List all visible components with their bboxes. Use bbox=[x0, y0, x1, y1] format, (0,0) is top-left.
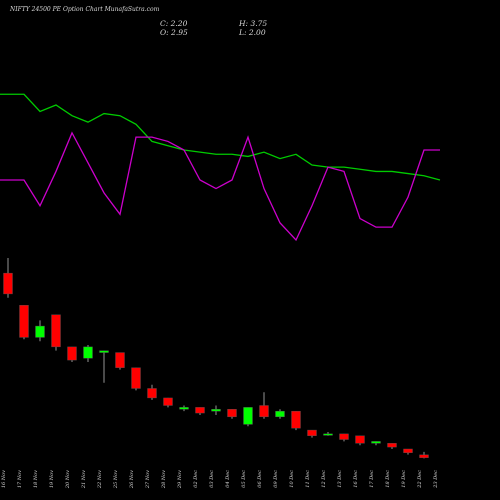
open-value: O: 2.95 bbox=[160, 28, 188, 37]
x-tick-label: 22 Nov bbox=[97, 470, 103, 489]
x-tick-label: 16 Dec bbox=[353, 470, 359, 488]
x-tick-label: 09 Dec bbox=[273, 470, 279, 488]
x-tick-label: 11 Dec bbox=[305, 470, 311, 488]
candle-down bbox=[259, 405, 269, 418]
x-tick-label: 02 Dec bbox=[193, 470, 199, 488]
x-tick-label: 21 Nov bbox=[81, 470, 87, 489]
candle-up bbox=[99, 350, 109, 353]
close-value: C: 2.20 bbox=[160, 19, 188, 28]
x-tick-label: 18 Nov bbox=[33, 470, 39, 488]
candle-up bbox=[35, 325, 45, 338]
candle-down bbox=[163, 397, 173, 406]
candle-up bbox=[179, 407, 189, 410]
candle-down bbox=[3, 272, 13, 295]
candle-down bbox=[227, 409, 237, 418]
x-tick-label: 23 Dec bbox=[433, 470, 439, 489]
candle-down bbox=[67, 346, 77, 361]
x-tick-label: 26 Nov bbox=[129, 470, 135, 489]
candle-down bbox=[19, 305, 29, 338]
x-tick-label: 04 Dec bbox=[225, 470, 231, 488]
chart-title: NIFTY 24500 PE Option Chart MunafaSutra.… bbox=[10, 6, 160, 13]
indicator-line-magenta bbox=[0, 131, 440, 242]
x-tick-label: 28 Nov bbox=[161, 470, 167, 489]
x-tick-label: 22 Dec bbox=[417, 470, 423, 489]
candle-down bbox=[51, 314, 61, 348]
candle-up bbox=[83, 346, 93, 359]
x-tick-label: 17 Nov bbox=[17, 470, 23, 488]
x-tick-label: 27 Nov bbox=[145, 470, 151, 489]
x-tick-label: 17 Dec bbox=[369, 470, 375, 488]
candle-down bbox=[307, 429, 317, 436]
x-tick-label: 19 Dec bbox=[401, 470, 407, 488]
candle-down bbox=[147, 388, 157, 399]
high-value: H: 3.75 bbox=[239, 19, 268, 28]
candle-up bbox=[371, 441, 381, 444]
candle-down bbox=[195, 407, 205, 414]
candle-down bbox=[387, 443, 397, 448]
x-tick-label: 06 Dec bbox=[257, 470, 263, 488]
candle-up bbox=[243, 407, 253, 425]
x-tick-label: 20 Nov bbox=[65, 470, 71, 489]
x-tick-label: 25 Nov bbox=[113, 470, 119, 489]
x-tick-label: 13 Dec bbox=[337, 470, 343, 488]
low-value: L: 2.00 bbox=[239, 28, 266, 37]
candle-down bbox=[419, 454, 429, 458]
candle-down bbox=[403, 448, 413, 453]
candle-up bbox=[275, 410, 285, 418]
x-tick-label: 19 Nov bbox=[49, 470, 55, 488]
x-tick-label: 05 Dec bbox=[241, 470, 247, 488]
x-tick-label: 10 Dec bbox=[289, 470, 295, 488]
x-tick-label: 29 Nov bbox=[177, 470, 183, 489]
candle-down bbox=[339, 433, 349, 440]
candle-down bbox=[115, 352, 125, 368]
x-tick-label: 12 Dec bbox=[321, 470, 327, 488]
candle-down bbox=[355, 435, 365, 444]
x-tick-label: 03 Dec bbox=[209, 470, 215, 488]
candle-up bbox=[323, 433, 333, 436]
x-tick-label: 16 Nov bbox=[1, 470, 7, 488]
candle-down bbox=[131, 367, 141, 389]
indicator-line-green bbox=[0, 93, 441, 181]
candle-down bbox=[291, 410, 301, 429]
candle-up bbox=[211, 409, 221, 412]
x-tick-label: 18 Dec bbox=[385, 470, 391, 488]
